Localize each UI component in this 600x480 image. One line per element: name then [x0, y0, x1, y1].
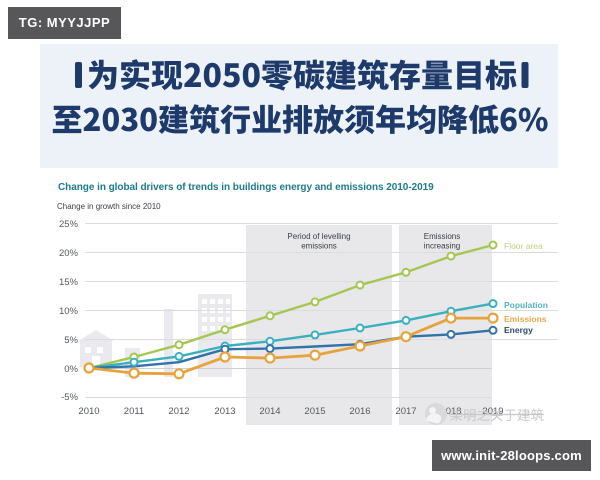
svg-text:emissions: emissions — [301, 242, 337, 251]
svg-text:increasing: increasing — [424, 242, 460, 251]
svg-text:15%: 15% — [59, 277, 79, 288]
svg-text:Emissions: Emissions — [504, 314, 547, 324]
svg-text:-5%: -5% — [61, 392, 78, 403]
svg-text:20%: 20% — [59, 248, 79, 259]
svg-text:Population: Population — [504, 300, 548, 310]
svg-text:2011: 2011 — [124, 406, 144, 417]
svg-text:10%: 10% — [59, 306, 79, 317]
svg-text:Energy: Energy — [504, 325, 533, 335]
svg-text:2016: 2016 — [349, 406, 370, 417]
svg-text:Floor area: Floor area — [504, 241, 543, 251]
svg-text:Period of levelling: Period of levelling — [287, 232, 350, 241]
svg-text:2014: 2014 — [259, 406, 280, 417]
svg-text:2017: 2017 — [395, 406, 416, 417]
svg-text:2013: 2013 — [214, 406, 235, 417]
svg-text:0%: 0% — [64, 364, 78, 375]
svg-text:25%: 25% — [59, 219, 79, 230]
svg-text:2010: 2010 — [78, 406, 99, 417]
svg-text:Emissions: Emissions — [424, 232, 460, 241]
svg-text:2012: 2012 — [168, 406, 189, 417]
svg-text:2015: 2015 — [304, 406, 325, 417]
svg-text:5%: 5% — [64, 335, 78, 346]
